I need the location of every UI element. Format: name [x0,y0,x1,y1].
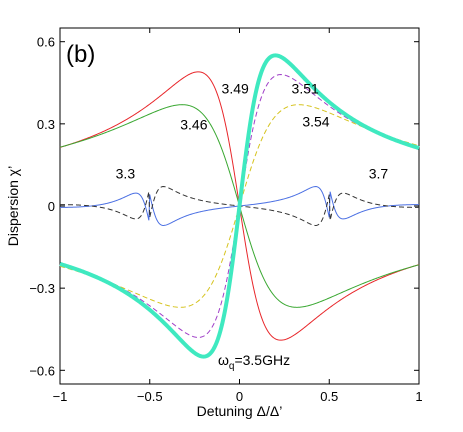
y-tick-label: 0.3 [37,117,55,132]
ticks-layer: −1 −0.5 0 0.5 1 −0.6 −0.3 0 0.3 0.6 [29,28,423,404]
y-tick-label: 0 [48,199,55,214]
annotation-label: 3.3 [116,166,136,182]
panel-label: (b) [66,41,95,68]
x-tick-label: 0.5 [320,389,338,404]
annotation-layer: 3.49 3.46 3.3 3.51 3.54 3.7 ωq=3.5GHz [116,81,389,372]
series-layer [59,53,420,359]
annotation-label: 3.46 [180,116,207,132]
y-tick-label: −0.6 [29,363,55,378]
annotation-label: 3.49 [222,81,249,97]
annotation-label: ωq=3.5GHz [218,352,290,372]
x-tick-label: 0 [236,389,243,404]
annotation-label: 3.51 [292,81,319,97]
x-tick-label: −0.5 [137,389,163,404]
y-tick-label: 0.6 [37,35,55,50]
annotation-label: 3.54 [302,114,329,130]
series-line-6 [59,53,420,359]
annotation-label: 3.7 [369,166,389,182]
x-tick-label: −1 [53,389,68,404]
x-tick-label: 1 [415,389,422,404]
y-tick-label: −0.3 [29,281,55,296]
x-axis-label: Detuning Δ/Δ’ [197,403,283,419]
y-axis-label: Dispersion χ’ [5,166,21,247]
